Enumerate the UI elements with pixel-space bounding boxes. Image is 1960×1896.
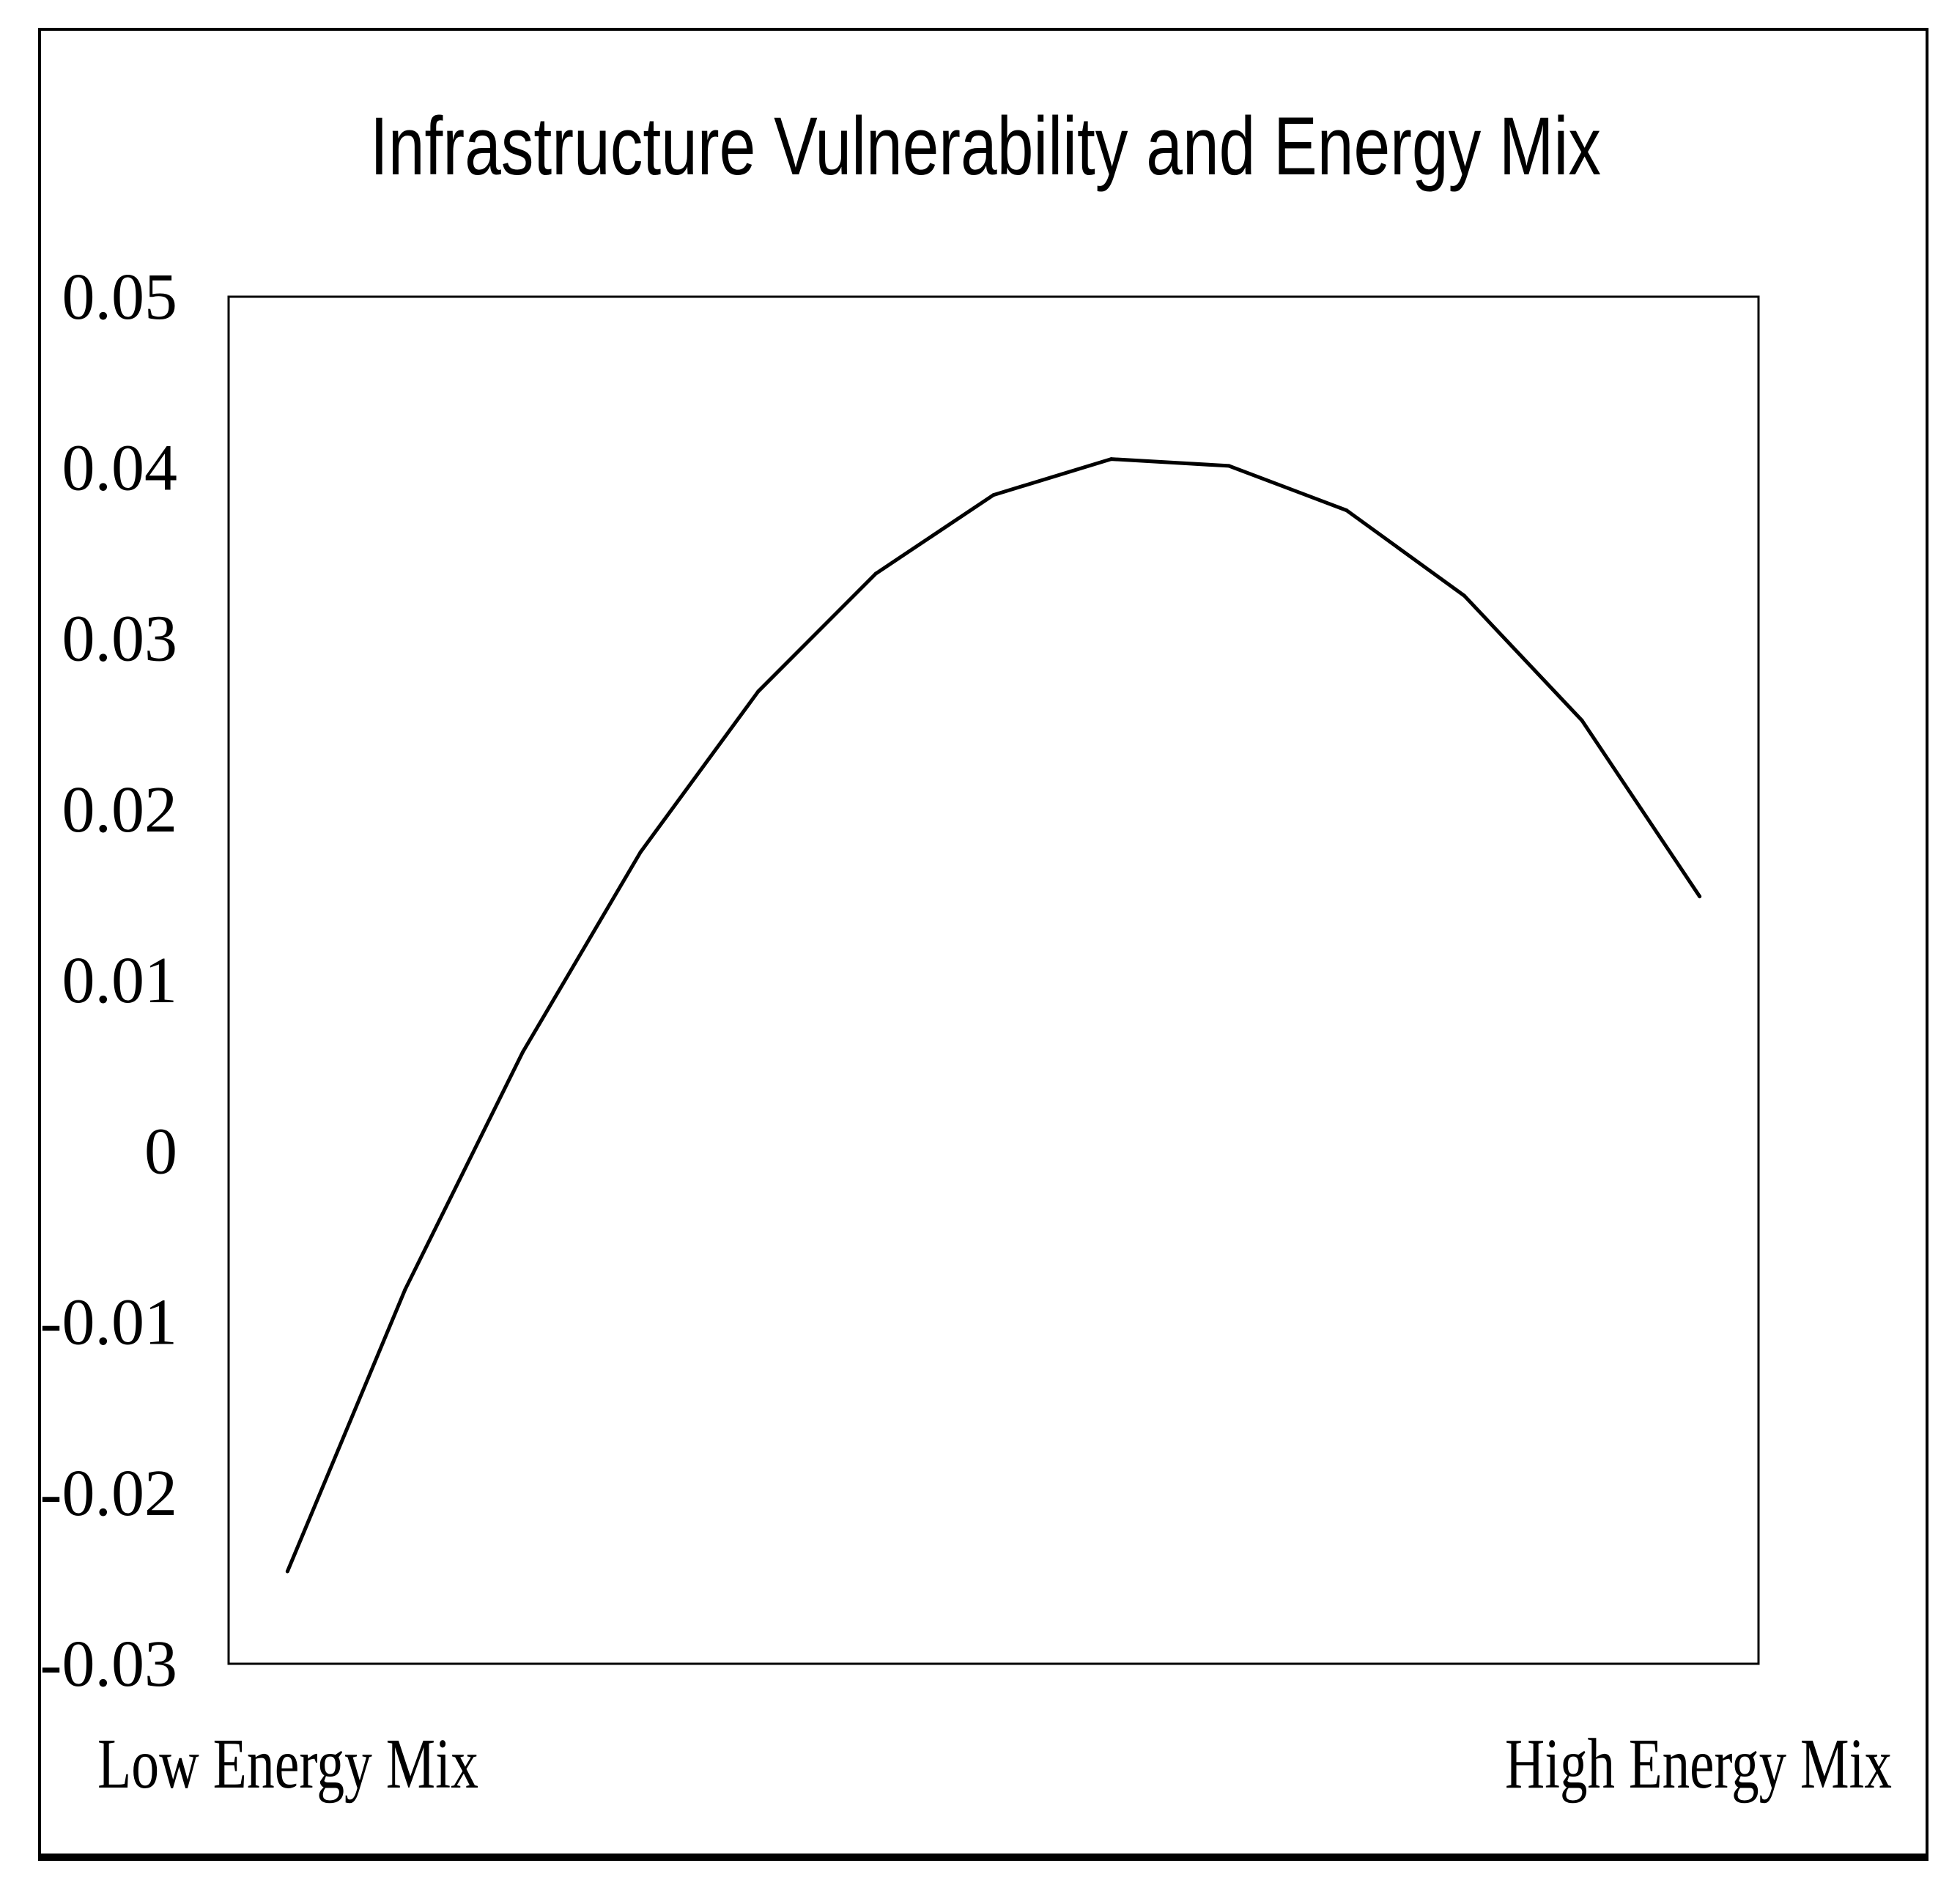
series-point-3 [521, 1050, 525, 1054]
series-point-4 [638, 850, 643, 854]
bottom-rule [38, 1856, 1928, 1861]
series-point-13 [1698, 895, 1702, 899]
series-point-1 [285, 1569, 289, 1574]
series-point-5 [756, 689, 761, 694]
series-point-8 [1109, 457, 1114, 462]
y-tick-label: 0.05 [62, 261, 178, 333]
y-tick-label: 0 [144, 1115, 177, 1188]
series-point-11 [1462, 593, 1466, 598]
plot-area [227, 295, 1760, 1665]
y-tick-label: -0.03 [40, 1628, 177, 1700]
y-tick-label: 0.02 [62, 774, 178, 846]
series-point-10 [1345, 508, 1349, 513]
series-points [285, 457, 1702, 1574]
x-label-low-energy-mix: Low Energy Mix [97, 1725, 478, 1804]
y-tick-label: -0.02 [40, 1457, 177, 1530]
series-point-6 [873, 571, 878, 576]
y-tick-label: -0.01 [40, 1286, 177, 1359]
y-tick-label: 0.03 [62, 603, 178, 675]
series-point-2 [403, 1287, 407, 1292]
y-tick-label: 0.01 [62, 944, 178, 1017]
y-tick-label: 0.04 [62, 432, 178, 504]
series-point-9 [1227, 464, 1231, 468]
x-label-high-energy-mix: High Energy Mix [1505, 1725, 1892, 1804]
series-point-7 [991, 493, 996, 497]
y-axis-tick-labels: 0.05 0.04 0.03 0.02 0.01 0 -0.01 -0.02 -0.03 [40, 261, 177, 1700]
chart-title: Infrastructure Vulnerability and Energy … [370, 100, 1601, 192]
chart-frame [38, 28, 1928, 1856]
series-point-12 [1580, 719, 1584, 722]
